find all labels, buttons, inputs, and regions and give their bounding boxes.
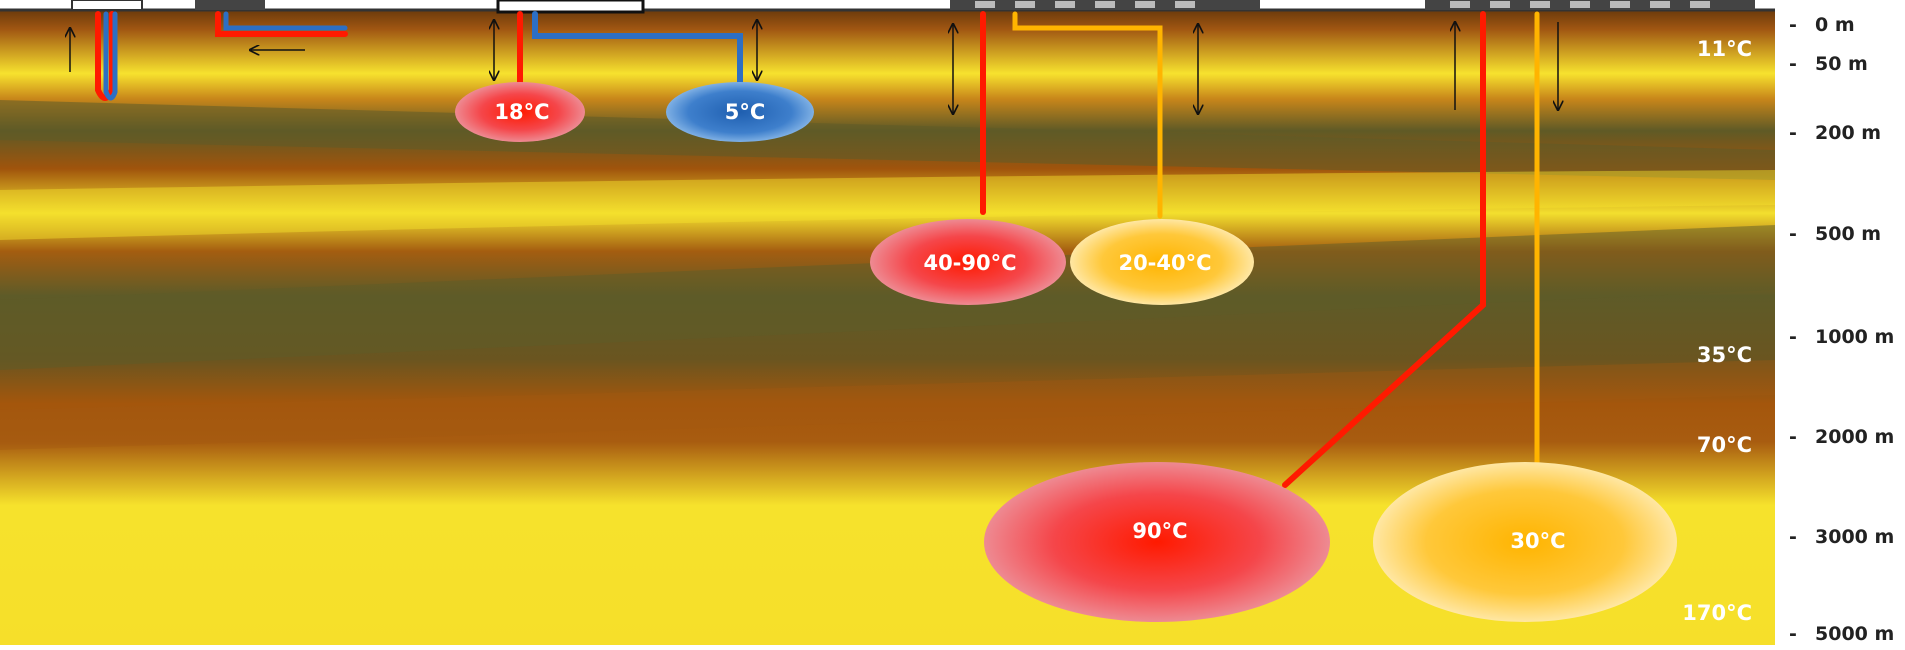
reservoir-deep-hot (984, 462, 1330, 622)
open-loop-cold-pipe (532, 11, 743, 85)
pipes (95, 11, 1540, 488)
flow-arrows (70, 20, 1558, 114)
depth-tick-mark: - (1789, 623, 1797, 645)
closed-loop-pipe-blue (103, 11, 118, 101)
depth-label: 1000 m (1815, 326, 1894, 348)
reservoir-shallow-cold (666, 82, 814, 142)
ground-temp-label: 35°C (1697, 343, 1752, 367)
ground-temperatures: 11°C 35°C 70°C 170°C (1682, 37, 1752, 625)
ground-temp-label: 70°C (1697, 433, 1752, 457)
deep-hot-pipe (1282, 11, 1486, 488)
reservoir-shallow-warm (455, 82, 585, 142)
reservoir-medium-hot (870, 219, 1066, 305)
reservoirs: 18°C 5°C 40-90°C 20-40°C 90°C 30°C (455, 82, 1677, 622)
depth-tick-mark: - (1789, 223, 1797, 245)
house-open-loop (496, 0, 645, 14)
reservoir-shallow-warm-label: 18°C (494, 100, 549, 124)
ground-temp-label: 170°C (1682, 601, 1752, 625)
reservoir-medium-hot-label: 40-90°C (923, 251, 1016, 275)
depth-scale: - 0 m - 50 m - 200 m - 500 m - 1000 m - … (1789, 14, 1894, 645)
building-horizontal-collector (195, 0, 265, 10)
surface-buildings (71, 0, 1755, 14)
ground-temp-label: 11°C (1697, 37, 1752, 61)
depth-tick-mark: - (1789, 122, 1797, 144)
transition-stratum (0, 360, 1775, 450)
depth-label: 0 m (1815, 14, 1855, 36)
house-closed-loop (71, 0, 143, 11)
depth-tick-mark: - (1789, 326, 1797, 348)
depth-tick-mark: - (1789, 426, 1797, 448)
depth-label: 2000 m (1815, 426, 1894, 448)
rock-stratum-upper (0, 100, 1775, 180)
depth-label: 3000 m (1815, 526, 1894, 548)
depth-label: 5000 m (1815, 623, 1894, 645)
reservoir-medium-warm-label: 20-40°C (1118, 251, 1211, 275)
aquifer-stratum-upper (0, 170, 1775, 240)
reservoir-deep-warm (1373, 462, 1677, 622)
rock-stratum-lower (0, 225, 1775, 370)
horizontal-collector-red (215, 11, 348, 37)
horizontal-collector-blue (223, 11, 348, 31)
reservoir-medium-warm (1070, 219, 1254, 305)
depth-tick-mark: - (1789, 14, 1797, 36)
closed-loop-pipe-red (95, 11, 115, 101)
depth-tick-mark: - (1789, 526, 1797, 548)
reservoir-deep-hot-label: 90°C (1132, 519, 1187, 543)
depth-label: 50 m (1815, 53, 1868, 75)
depth-label: 500 m (1815, 223, 1881, 245)
reservoir-shallow-cold-label: 5°C (725, 100, 766, 124)
depth-label: 200 m (1815, 122, 1881, 144)
medium-depth-warm-pipe (1012, 11, 1163, 219)
reservoir-deep-warm-label: 30°C (1510, 529, 1565, 553)
depth-tick-mark: - (1789, 53, 1797, 75)
